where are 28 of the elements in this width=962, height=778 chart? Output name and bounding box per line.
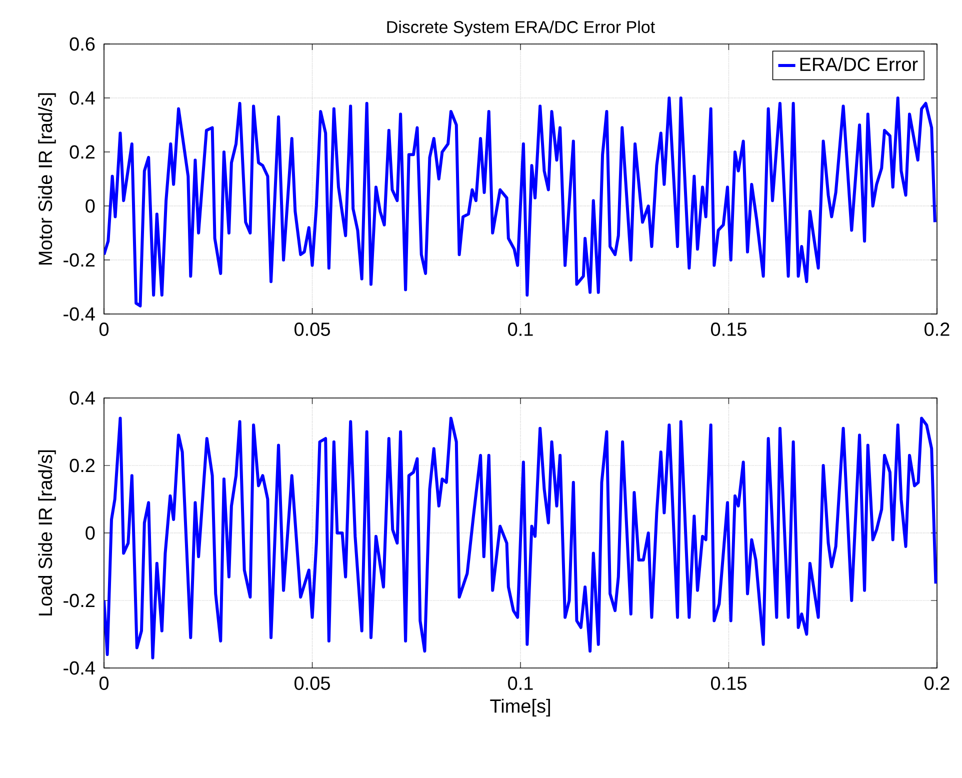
x-tick-label: 0.2 [924, 322, 950, 336]
y-tick-label: 0 [86, 199, 95, 213]
y-tick-label: 0.4 [70, 391, 95, 405]
y-tick-label: 0.2 [70, 458, 95, 472]
x-axis-title: Time[s] [490, 698, 550, 717]
x-tick-label: 0 [99, 676, 109, 690]
legend-label: ERA/DC Error [800, 57, 918, 72]
chart-title: Discrete System ERA/DC Error Plot [387, 20, 655, 36]
y-tick-label: -0.2 [64, 594, 95, 608]
y-axis-title: Motor Side IR [rad/s] [38, 93, 56, 265]
y-axis-title: Load Side IR [rad/s] [38, 450, 56, 616]
line-series [104, 416, 937, 660]
y-tick-label: 0.6 [70, 37, 95, 51]
line-series [104, 96, 936, 308]
x-tick-label: 0.2 [924, 676, 950, 690]
y-tick-label: -0.4 [64, 307, 95, 321]
y-tick-label: 0.4 [70, 91, 95, 105]
x-tick-label: 0 [99, 322, 109, 336]
y-tick-label: 0 [86, 526, 95, 540]
x-tick-label: 0.05 [294, 676, 330, 690]
y-tick-label: 0.2 [70, 145, 95, 159]
x-tick-label: 0.15 [711, 676, 746, 690]
x-tick-label: 0.05 [294, 322, 330, 336]
x-tick-label: 0.15 [711, 322, 746, 336]
x-tick-label: 0.1 [508, 322, 533, 336]
y-tick-label: -0.2 [64, 253, 95, 267]
y-tick-label: -0.4 [64, 661, 95, 675]
x-tick-label: 0.1 [508, 676, 533, 690]
